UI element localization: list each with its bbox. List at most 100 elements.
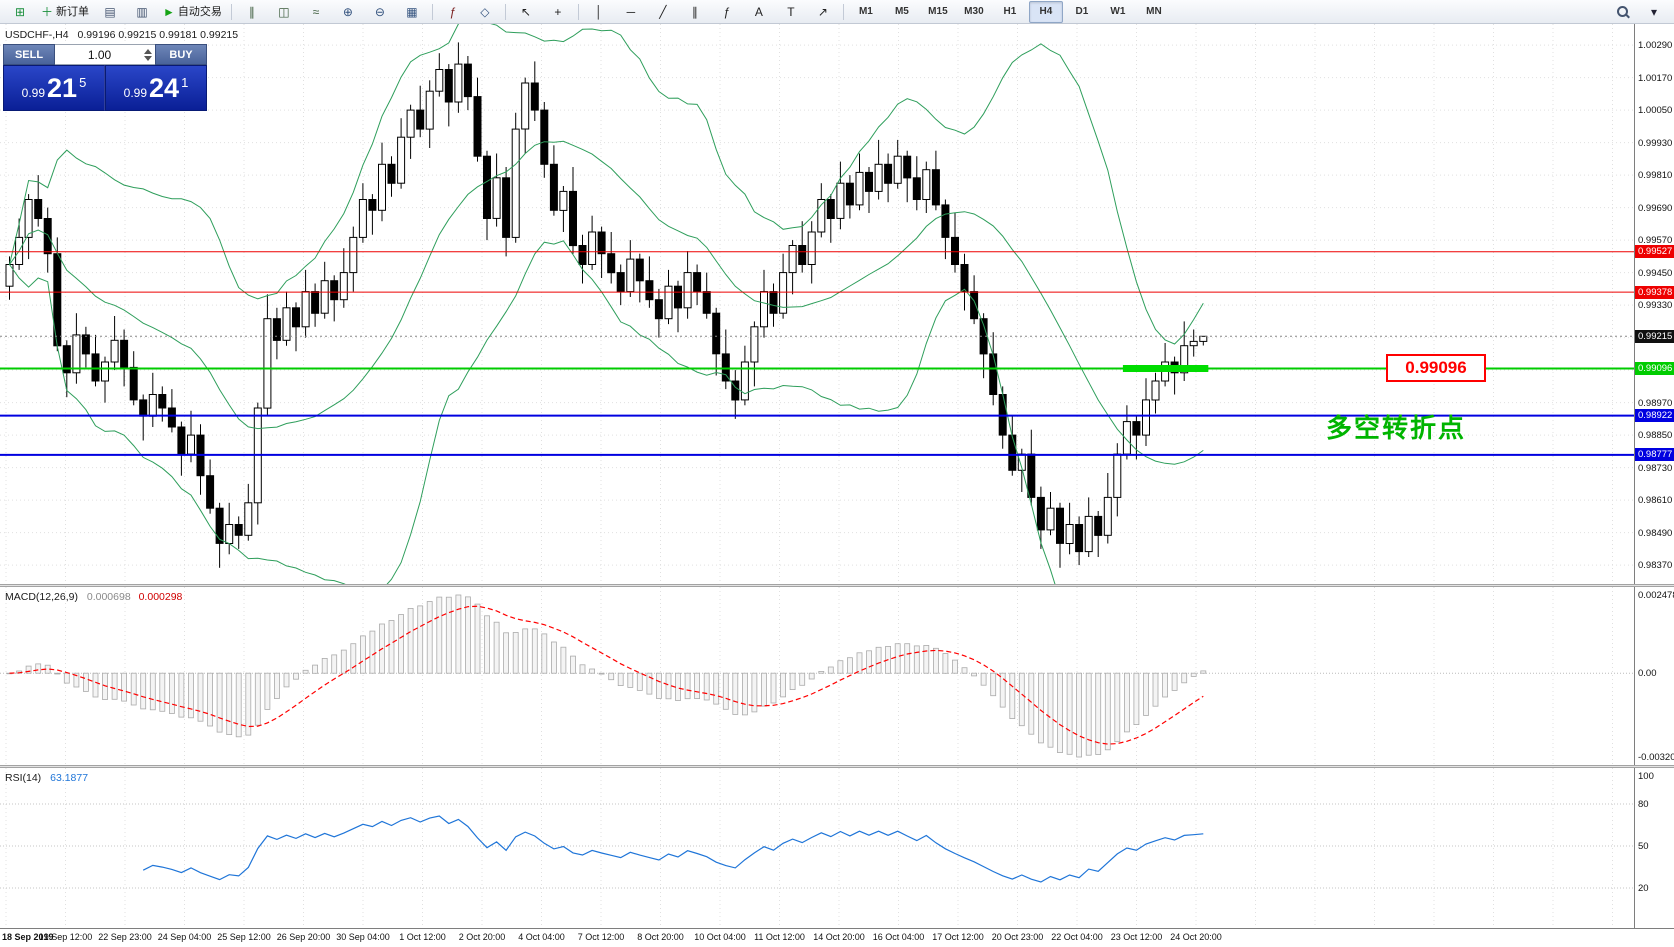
market-watch-icon[interactable]: ▥	[127, 1, 157, 23]
line-chart-icon[interactable]: ≈	[301, 1, 331, 23]
bar-chart-icon[interactable]: ∥	[237, 1, 267, 23]
new-order-button: ＋	[41, 4, 54, 19]
buy-price-button[interactable]: 0.99 24 1	[105, 65, 207, 111]
macd-chart-canvas[interactable]	[0, 587, 1634, 765]
horizontal-line-icon[interactable]: ─	[616, 1, 646, 23]
axis-tick-label: 1.00290	[1638, 40, 1673, 52]
fibonacci-icon: ƒ	[723, 4, 731, 19]
arrows-tool-icon: T	[787, 4, 795, 19]
cursor-icon[interactable]: ↖	[511, 1, 541, 23]
bid-prefix: 0.99	[21, 86, 46, 100]
sell-button[interactable]: SELL	[3, 44, 55, 65]
autotrade-button: ►	[163, 4, 175, 19]
price-badge: 0.98777	[1635, 448, 1674, 462]
price-level-callout[interactable]: 0.99096	[1386, 354, 1486, 382]
price-chart-canvas[interactable]	[0, 24, 1634, 584]
timeframe-button-d1[interactable]: D1	[1075, 5, 1089, 17]
sell-price-button[interactable]: 0.99 21 5	[3, 65, 105, 111]
candle-chart-icon: ◫	[278, 4, 290, 19]
axis-tick-label: 100	[1638, 771, 1654, 782]
timeframe-button-h4[interactable]: H4	[1028, 0, 1063, 23]
axis-tick-label: 1.00170	[1638, 72, 1673, 84]
volume-stepper[interactable]	[144, 48, 155, 61]
app-icon[interactable]: ⊞	[5, 1, 35, 23]
time-axis-label: 8 Oct 20:00	[637, 932, 684, 942]
axis-tick-label: 0.99690	[1638, 202, 1673, 214]
search-button[interactable]	[1607, 1, 1637, 23]
zoom-in-icon[interactable]: ⊕	[333, 1, 363, 23]
channel-icon[interactable]: ∥	[680, 1, 710, 23]
timeframe-button-m1[interactable]: M1	[858, 5, 873, 17]
volume-value[interactable]: 1.00	[87, 47, 112, 62]
rsi-value: 63.1877	[50, 772, 89, 784]
text-label-icon[interactable]: A	[744, 1, 774, 23]
axis-tick-label: 50	[1638, 841, 1649, 852]
timeframe-button-m5[interactable]: M5	[894, 5, 909, 17]
timeframe-button-w1[interactable]: W1	[1110, 5, 1126, 17]
toolbar-separator	[431, 3, 433, 20]
autotrade-button[interactable]: ► 自动交易	[159, 1, 226, 23]
axis-tick-label: 0.98610	[1638, 495, 1673, 507]
indicators-icon[interactable]: ƒ	[438, 1, 468, 23]
vertical-line-icon: │	[595, 4, 603, 19]
trendline-icon: ╱	[659, 4, 667, 19]
cursor-icon: ↖	[520, 4, 531, 19]
timeframe-button-m15[interactable]: M15	[928, 5, 948, 17]
autotrade-button-label: 自动交易	[177, 5, 222, 18]
templates-icon[interactable]: ◇	[470, 1, 500, 23]
axis-tick-label: 20	[1638, 883, 1649, 894]
app-icon: ⊞	[14, 4, 26, 19]
price-badge: 0.99378	[1635, 285, 1674, 299]
charts-window-icon: ▤	[104, 4, 116, 19]
chart-text-annotation[interactable]: 多空转折点	[1326, 413, 1467, 443]
market-watch-icon: ▥	[136, 4, 148, 19]
axis-tick-label: 0.99330	[1638, 300, 1673, 312]
bollinger-bands	[9, 24, 1204, 584]
rsi-line	[142, 815, 1204, 883]
zoom-out-icon[interactable]: ⊖	[365, 1, 395, 23]
green-trend-segment[interactable]	[1122, 365, 1209, 372]
crosshair-icon[interactable]: +	[543, 1, 573, 23]
fibonacci-icon[interactable]: ƒ	[712, 1, 742, 23]
timeframe-button-h1[interactable]: H1	[1003, 5, 1017, 17]
panel-splitter[interactable]	[0, 765, 1674, 768]
volume-up-arrow-icon[interactable]	[144, 48, 152, 54]
toolbar-separator	[504, 3, 506, 20]
toolbar: ⊞ ＋新订单 ▤ ▥ ► 自动交易 ∥ ◫ ≈ ⊕ ⊖ ▦ ƒ ◇ ↖ + │ ─ ╱ ∥ ƒ A T ↗ M1 M5 M15 M30…	[0, 0, 1674, 24]
one-click-trading-widget: SELL 1.00 BUY 0.99 21 5 0.99 24 1	[3, 44, 207, 111]
axis-tick-label: 1.00050	[1638, 105, 1673, 117]
toolbar-overflow-button[interactable]: ▾	[1650, 4, 1658, 19]
toolbar-separator	[577, 3, 579, 20]
rsi-name: RSI(14)	[5, 772, 42, 784]
arrows-tool-icon[interactable]: T	[776, 1, 806, 23]
tile-windows-icon[interactable]: ▦	[397, 1, 427, 23]
buy-button[interactable]: BUY	[155, 44, 207, 65]
axis-tick-label: 0.99930	[1638, 137, 1673, 149]
axis-tick-label: 0.98850	[1638, 430, 1673, 442]
ask-big-digits: 24	[149, 73, 180, 103]
text-label-icon: A	[754, 4, 763, 19]
timeframe-button-mn[interactable]: MN	[1146, 5, 1162, 17]
time-axis-label: 4 Oct 04:00	[518, 932, 565, 942]
horizontal-level-lines[interactable]	[0, 251, 1634, 456]
time-axis-label: 30 Sep 04:00	[336, 932, 390, 942]
trendline-icon[interactable]: ╱	[648, 1, 678, 23]
vertical-line-icon[interactable]: │	[584, 1, 614, 23]
new-order-button-label: 新订单	[56, 5, 90, 18]
volume-input[interactable]: 1.00	[55, 44, 155, 65]
new-order-button[interactable]: ＋新订单	[37, 1, 93, 23]
time-axis[interactable]: 18 Sep 2019 19 Sep 12:00 22 Sep 23:00 24 Se…	[0, 928, 1674, 947]
charts-window-icon[interactable]: ▤	[95, 1, 125, 23]
rsi-chart-canvas[interactable]	[0, 768, 1634, 928]
timeframe-button-m30[interactable]: M30	[964, 5, 984, 17]
axis-tick-label: 0.98370	[1638, 560, 1673, 572]
candles	[5, 42, 1208, 568]
price-axis[interactable]: 1.00290 1.00170 1.00050 0.99930 0.99810 0.996…	[1634, 24, 1674, 928]
templates-icon: ◇	[480, 4, 490, 19]
volume-down-arrow-icon[interactable]	[144, 55, 152, 61]
panel-splitter[interactable]	[0, 584, 1674, 587]
axis-tick-label: 0.98730	[1638, 462, 1673, 474]
shapes-icon[interactable]: ↗	[808, 1, 838, 23]
candle-chart-icon[interactable]: ◫	[269, 1, 299, 23]
axis-tick-label: 0.99810	[1638, 170, 1673, 182]
